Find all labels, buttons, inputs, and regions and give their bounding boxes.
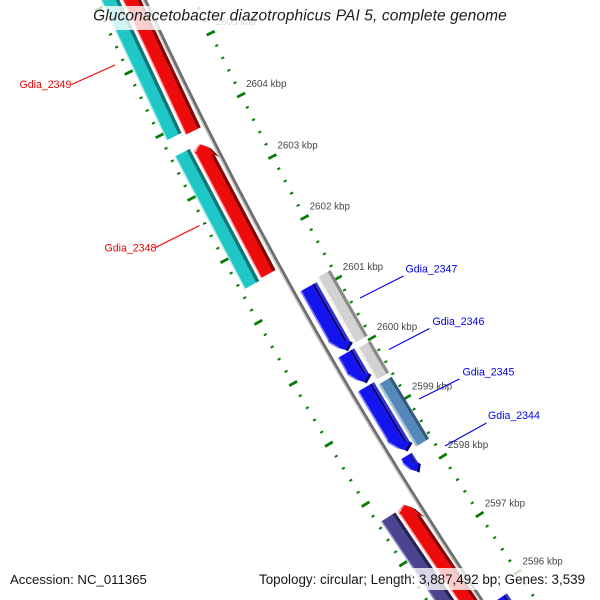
svg-text:Gdia_2344: Gdia_2344 — [488, 410, 540, 422]
svg-text:2600 kbp: 2600 kbp — [377, 322, 418, 333]
svg-text:Gdia_2346: Gdia_2346 — [433, 316, 485, 328]
svg-text:2598 kbp: 2598 kbp — [448, 440, 489, 451]
svg-text:Gdia_2345: Gdia_2345 — [463, 367, 515, 379]
svg-text:2604 kbp: 2604 kbp — [246, 79, 287, 90]
svg-text:2603 kbp: 2603 kbp — [277, 141, 318, 152]
svg-text:2597 kbp: 2597 kbp — [485, 499, 526, 510]
svg-text:2601 kbp: 2601 kbp — [343, 262, 384, 273]
svg-text:Gdia_2348: Gdia_2348 — [105, 242, 157, 254]
svg-text:Gdia_2349: Gdia_2349 — [20, 79, 72, 91]
svg-text:Gdia_2347: Gdia_2347 — [406, 264, 458, 276]
svg-text:2602 kbp: 2602 kbp — [310, 202, 351, 213]
svg-text:Topology: circular; Length: 3,: Topology: circular; Length: 3,887,492 bp… — [259, 572, 585, 587]
svg-text:2599 kbp: 2599 kbp — [412, 381, 453, 392]
svg-text:Gluconacetobacter diazotrophic: Gluconacetobacter diazotrophicus PAI 5, … — [93, 8, 507, 25]
svg-text:2596 kbp: 2596 kbp — [522, 556, 563, 567]
svg-text:Accession: NC_011365: Accession: NC_011365 — [10, 572, 147, 587]
